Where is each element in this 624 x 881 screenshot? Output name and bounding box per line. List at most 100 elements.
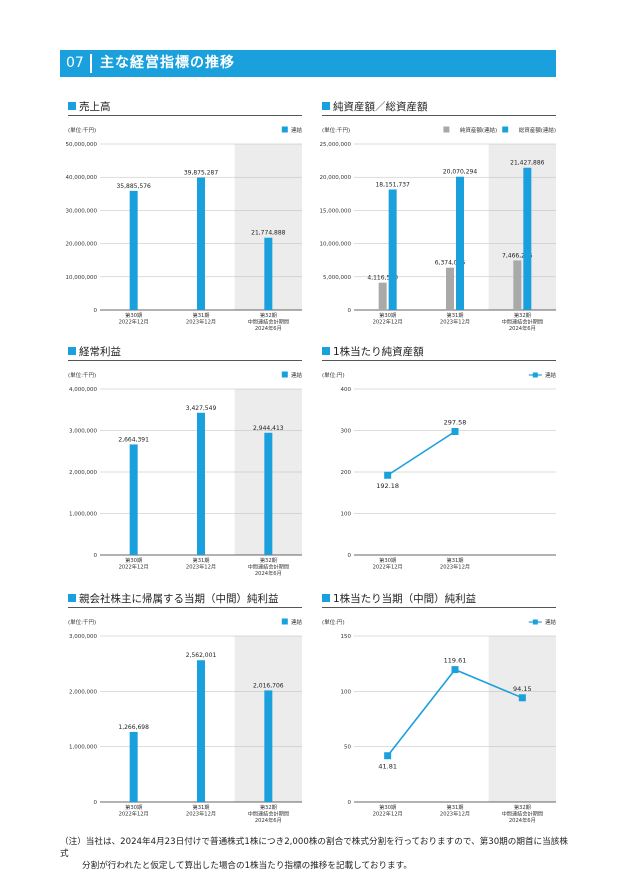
panel-title: 経常利益 — [68, 345, 302, 359]
data-label: 192.18 — [376, 482, 399, 490]
data-label: 7,466,245 — [502, 252, 533, 259]
square-bullet-icon — [322, 594, 330, 602]
x-tick-label: 2023年12月 — [186, 318, 216, 326]
panel-title-text: 売上高 — [79, 101, 111, 113]
bar — [378, 282, 387, 310]
legend-label: 総資産額(連結) — [519, 126, 556, 134]
square-bullet-icon — [322, 102, 330, 110]
x-tick-label: 中間連結会計期間 — [502, 810, 544, 818]
x-tick-label: 第30期 — [379, 803, 396, 811]
y-tick-label: 4,000,000 — [69, 387, 97, 393]
unit-label: (単位:千円) — [322, 126, 350, 134]
y-tick-label: 1,000,000 — [69, 512, 97, 518]
legend-swatch — [281, 126, 288, 133]
y-tick-label: 0 — [348, 553, 352, 559]
panel-title: 1株当たり当期（中間）純利益 — [322, 592, 556, 606]
y-tick-label: 100 — [341, 512, 352, 518]
square-bullet-icon — [68, 347, 76, 355]
chart-net-income: (単位:千円)01,000,0002,000,0003,000,000第30期2… — [68, 618, 302, 824]
data-point — [451, 428, 459, 436]
bar — [523, 167, 532, 310]
bar — [446, 267, 454, 310]
data-point — [384, 471, 392, 479]
y-tick-label: 2,000,000 — [69, 470, 97, 476]
bar — [129, 731, 138, 802]
y-tick-label: 40,000,000 — [66, 175, 98, 181]
bar — [129, 444, 138, 555]
x-tick-label: 2023年12月 — [440, 318, 470, 326]
data-label: 35,885,576 — [116, 183, 151, 190]
data-label: 297.58 — [444, 419, 467, 427]
panel-title: 親会社株主に帰属する当期（中間）純利益 — [68, 592, 302, 606]
legend-label: 連結 — [291, 371, 303, 379]
footnote-line: （注）当社は、2024年4月23日付けで普通株式1株につき2,000株の割合で株… — [60, 837, 568, 859]
bar — [197, 412, 205, 555]
x-tick-label: 2024年6月 — [509, 324, 536, 332]
x-tick-label: 中間連結会計期間 — [248, 810, 290, 818]
title-rule — [68, 115, 302, 116]
x-tick-label: 2024年6月 — [255, 816, 282, 824]
legend-label: 連結 — [545, 371, 557, 379]
data-label: 3,427,549 — [186, 405, 217, 412]
panel-title-text: 親会社株主に帰属する当期（中間）純利益 — [79, 593, 279, 605]
x-tick-label: 第31期 — [193, 311, 210, 319]
data-label: 119.61 — [444, 657, 467, 665]
panel-title-text: 1株当たり純資産額 — [333, 346, 424, 358]
data-label: 18,151,737 — [375, 181, 410, 188]
x-tick-label: 第32期 — [260, 556, 277, 564]
x-tick-label: 第30期 — [125, 311, 142, 319]
y-tick-label: 300 — [341, 429, 352, 435]
x-tick-label: 第30期 — [379, 311, 396, 319]
bar — [197, 177, 205, 310]
x-tick-label: 第32期 — [514, 311, 531, 319]
bar — [197, 660, 205, 802]
bar — [456, 176, 464, 310]
y-tick-label: 15,000,000 — [320, 208, 352, 214]
y-tick-label: 2,000,000 — [69, 689, 97, 695]
y-tick-label: 0 — [348, 800, 352, 806]
bar — [264, 690, 273, 802]
x-tick-label: 2022年12月 — [373, 318, 403, 326]
unit-label: (単位:千円) — [68, 618, 96, 626]
period-shade — [488, 144, 556, 310]
x-tick-label: 第32期 — [514, 803, 531, 811]
unit-label: (単位:円) — [322, 618, 345, 626]
x-tick-label: 2023年12月 — [186, 563, 216, 571]
x-tick-label: 2024年6月 — [509, 816, 536, 824]
panel-title: 売上高 — [68, 100, 302, 114]
chart-sales: (単位:千円) 0 10,000,000 20,000,000 30,000,000 40… — [66, 126, 303, 332]
x-tick-label: 第31期 — [447, 803, 464, 811]
bar — [388, 189, 397, 310]
x-tick-label: 2023年12月 — [440, 563, 470, 571]
title-rule — [322, 607, 556, 608]
chart-assets: (単位:千円) 0 5,000,000 10,000,000 15,000,000 20,… — [320, 126, 556, 332]
panel-title-text: 経常利益 — [79, 346, 121, 358]
legend-marker-swatch — [532, 372, 538, 378]
x-tick-label: 2022年12月 — [373, 810, 403, 818]
bar — [129, 190, 138, 310]
x-tick-label: 第32期 — [260, 803, 277, 811]
bar — [264, 432, 273, 555]
title-rule — [322, 360, 556, 361]
data-label: 39,875,287 — [184, 170, 219, 177]
data-point — [451, 666, 459, 674]
section-number: 07 — [66, 55, 84, 71]
title-rule — [68, 360, 302, 361]
x-tick-label: 第31期 — [193, 803, 210, 811]
title-rule — [322, 115, 556, 116]
legend-swatch — [443, 126, 450, 133]
x-tick-label: 2023年12月 — [440, 810, 470, 818]
legend-swatch — [281, 371, 288, 378]
y-tick-label: 3,000,000 — [69, 634, 97, 640]
title-rule — [68, 607, 302, 608]
y-tick-label: 3,000,000 — [69, 429, 97, 435]
y-tick-label: 20,000,000 — [320, 175, 352, 181]
panel-title-text: 純資産額／総資産額 — [333, 101, 428, 113]
data-label: 2,016,706 — [253, 682, 284, 689]
x-tick-label: 2022年12月 — [119, 318, 149, 326]
y-tick-label: 20,000,000 — [66, 242, 98, 248]
x-tick-label: 第31期 — [447, 311, 464, 319]
series-line — [387, 430, 456, 476]
panel-title: 純資産額／総資産額 — [322, 100, 556, 114]
